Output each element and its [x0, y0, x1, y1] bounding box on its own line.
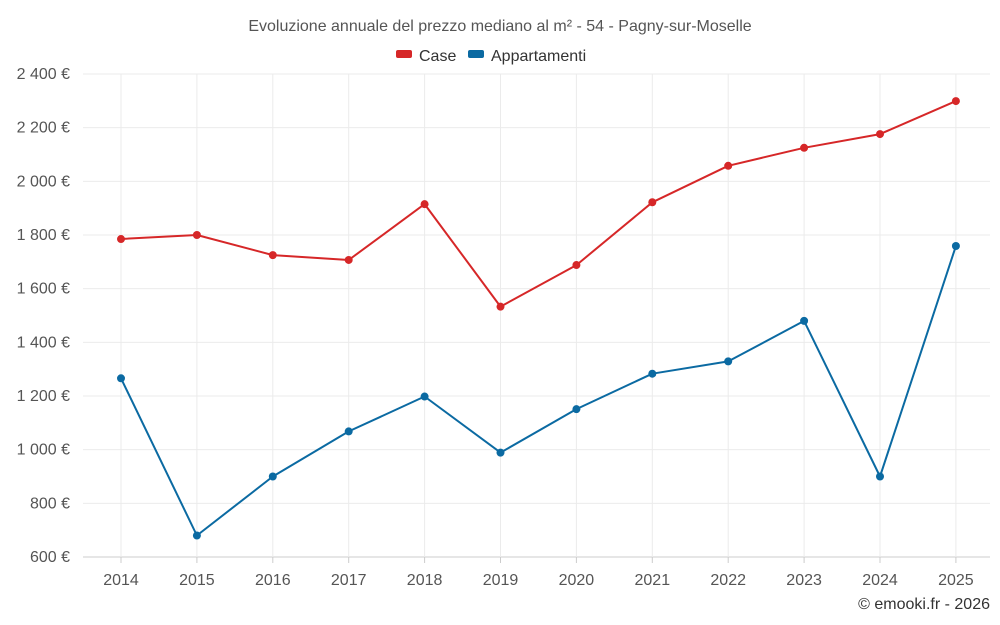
data-point-case[interactable] — [572, 261, 581, 270]
series-case — [117, 97, 960, 311]
data-point-appartamenti[interactable] — [117, 374, 125, 383]
y-tick-label: 800 € — [30, 495, 70, 512]
data-point-appartamenti[interactable] — [572, 405, 581, 414]
y-tick-label: 2 400 € — [17, 66, 70, 83]
legend-label-appartamenti[interactable]: Appartamenti — [491, 48, 586, 65]
data-point-case[interactable] — [876, 130, 884, 139]
data-point-appartamenti[interactable] — [344, 427, 353, 436]
x-axis-ticks: 2014 2015 2016 2017 2018 2019 2020 2021 2022 2023… — [103, 557, 974, 589]
data-point-appartamenti[interactable] — [951, 242, 960, 251]
chart-title: Evoluzione annuale del prezzo mediano al… — [248, 18, 751, 35]
data-point-case[interactable] — [117, 235, 125, 244]
data-point-appartamenti[interactable] — [724, 357, 733, 366]
y-tick-label: 2 000 € — [17, 173, 70, 190]
x-tick-label: 2015 — [179, 572, 215, 589]
x-tick-label: 2014 — [103, 572, 139, 589]
x-tick-label: 2024 — [862, 572, 898, 589]
data-point-case[interactable] — [951, 97, 960, 106]
data-point-appartamenti[interactable] — [876, 472, 884, 481]
x-tick-label: 2016 — [255, 572, 291, 589]
series-appartamenti — [117, 242, 960, 540]
legend-label-case[interactable]: Case — [419, 48, 456, 65]
x-tick-label: 2021 — [635, 572, 671, 589]
data-point-case[interactable] — [344, 255, 353, 264]
y-tick-label: 1 000 € — [17, 442, 70, 459]
credit-text: © emooki.fr - 2026 — [858, 596, 990, 613]
y-tick-label: 600 € — [30, 549, 70, 566]
data-point-case[interactable] — [648, 198, 657, 207]
data-point-appartamenti[interactable] — [268, 472, 277, 481]
y-tick-label: 1 800 € — [17, 227, 70, 244]
data-point-case[interactable] — [496, 302, 505, 311]
data-point-case[interactable] — [724, 161, 733, 170]
data-point-case[interactable] — [268, 251, 277, 260]
series-line-appartamenti — [120, 245, 957, 537]
x-tick-label: 2020 — [559, 572, 595, 589]
data-point-appartamenti[interactable] — [648, 369, 657, 378]
data-point-appartamenti[interactable] — [420, 392, 429, 401]
series-line-case — [120, 100, 957, 308]
y-axis-ticks: 600 € 800 € 1 000 € 1 200 € 1 400 € 1 600 € 1 … — [17, 66, 70, 566]
series — [117, 97, 960, 540]
x-tick-label: 2018 — [407, 572, 443, 589]
y-tick-label: 1 200 € — [17, 388, 70, 405]
grid — [83, 73, 990, 558]
x-tick-label: 2019 — [483, 572, 519, 589]
legend: Case Appartamenti — [396, 48, 586, 65]
data-point-case[interactable] — [192, 231, 201, 239]
x-tick-label: 2017 — [331, 572, 367, 589]
data-point-case[interactable] — [800, 143, 809, 152]
y-tick-label: 1 400 € — [17, 334, 70, 351]
x-tick-label: 2022 — [710, 572, 746, 589]
legend-swatch-appartamenti[interactable] — [468, 50, 484, 58]
y-tick-label: 1 600 € — [17, 281, 70, 298]
y-tick-label: 2 200 € — [17, 120, 70, 137]
data-point-appartamenti[interactable] — [192, 531, 201, 540]
x-tick-label: 2025 — [938, 572, 974, 589]
x-tick-label: 2023 — [786, 572, 822, 589]
data-point-appartamenti[interactable] — [800, 316, 809, 325]
legend-swatch-case[interactable] — [396, 50, 412, 58]
data-point-appartamenti[interactable] — [496, 448, 505, 457]
data-point-case[interactable] — [420, 200, 429, 209]
